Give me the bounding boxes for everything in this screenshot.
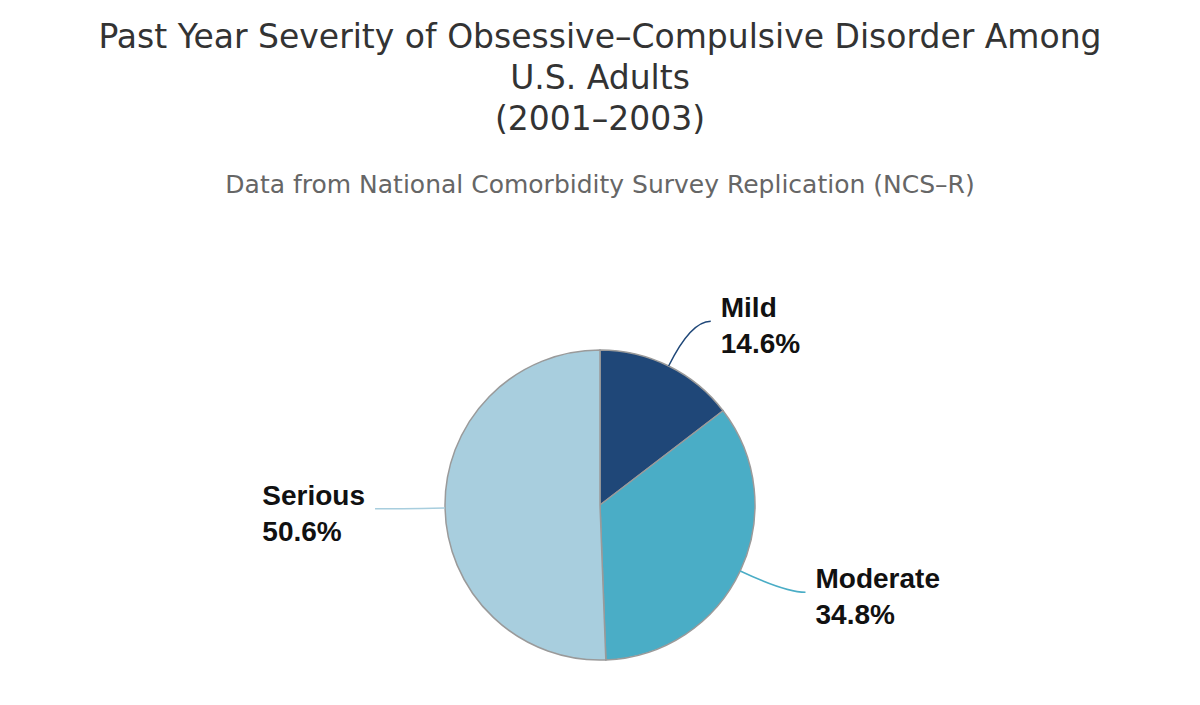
slice-label: Mild xyxy=(721,292,777,323)
data-label: 14.6% xyxy=(721,328,800,359)
data-label: 34.8% xyxy=(815,599,894,630)
leader-line xyxy=(375,507,445,509)
slice-label: Serious xyxy=(262,480,365,511)
leader-line xyxy=(740,571,805,592)
title-line: U.S. Adults xyxy=(510,58,690,97)
title-line: Past Year Severity of Obsessive–Compulsi… xyxy=(98,17,1101,56)
slice xyxy=(600,411,755,660)
subtitle: Data from National Comorbidity Survey Re… xyxy=(225,170,974,199)
leader-line xyxy=(669,321,711,366)
labels: Mild 14.6% Moderate 34.8% Serious 50.6% xyxy=(262,292,940,630)
pie xyxy=(445,350,755,660)
data-label: 50.6% xyxy=(262,516,341,547)
slice-label: Moderate xyxy=(815,563,939,594)
chart: Past Year Severity of Obsessive–Compulsi… xyxy=(0,0,1200,705)
title: Past Year Severity of Obsessive–Compulsi… xyxy=(98,17,1101,138)
title-line: (2001–2003) xyxy=(495,99,705,138)
slice xyxy=(445,350,606,660)
